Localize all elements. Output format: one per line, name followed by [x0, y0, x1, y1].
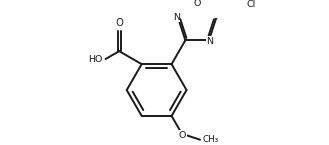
Text: N: N: [206, 37, 213, 46]
Text: CH₃: CH₃: [202, 135, 218, 144]
Text: O: O: [179, 130, 186, 139]
Text: O: O: [193, 0, 201, 8]
Text: O: O: [115, 18, 123, 28]
Text: N: N: [173, 13, 180, 22]
Text: HO: HO: [88, 55, 102, 64]
Text: Cl: Cl: [246, 0, 256, 9]
